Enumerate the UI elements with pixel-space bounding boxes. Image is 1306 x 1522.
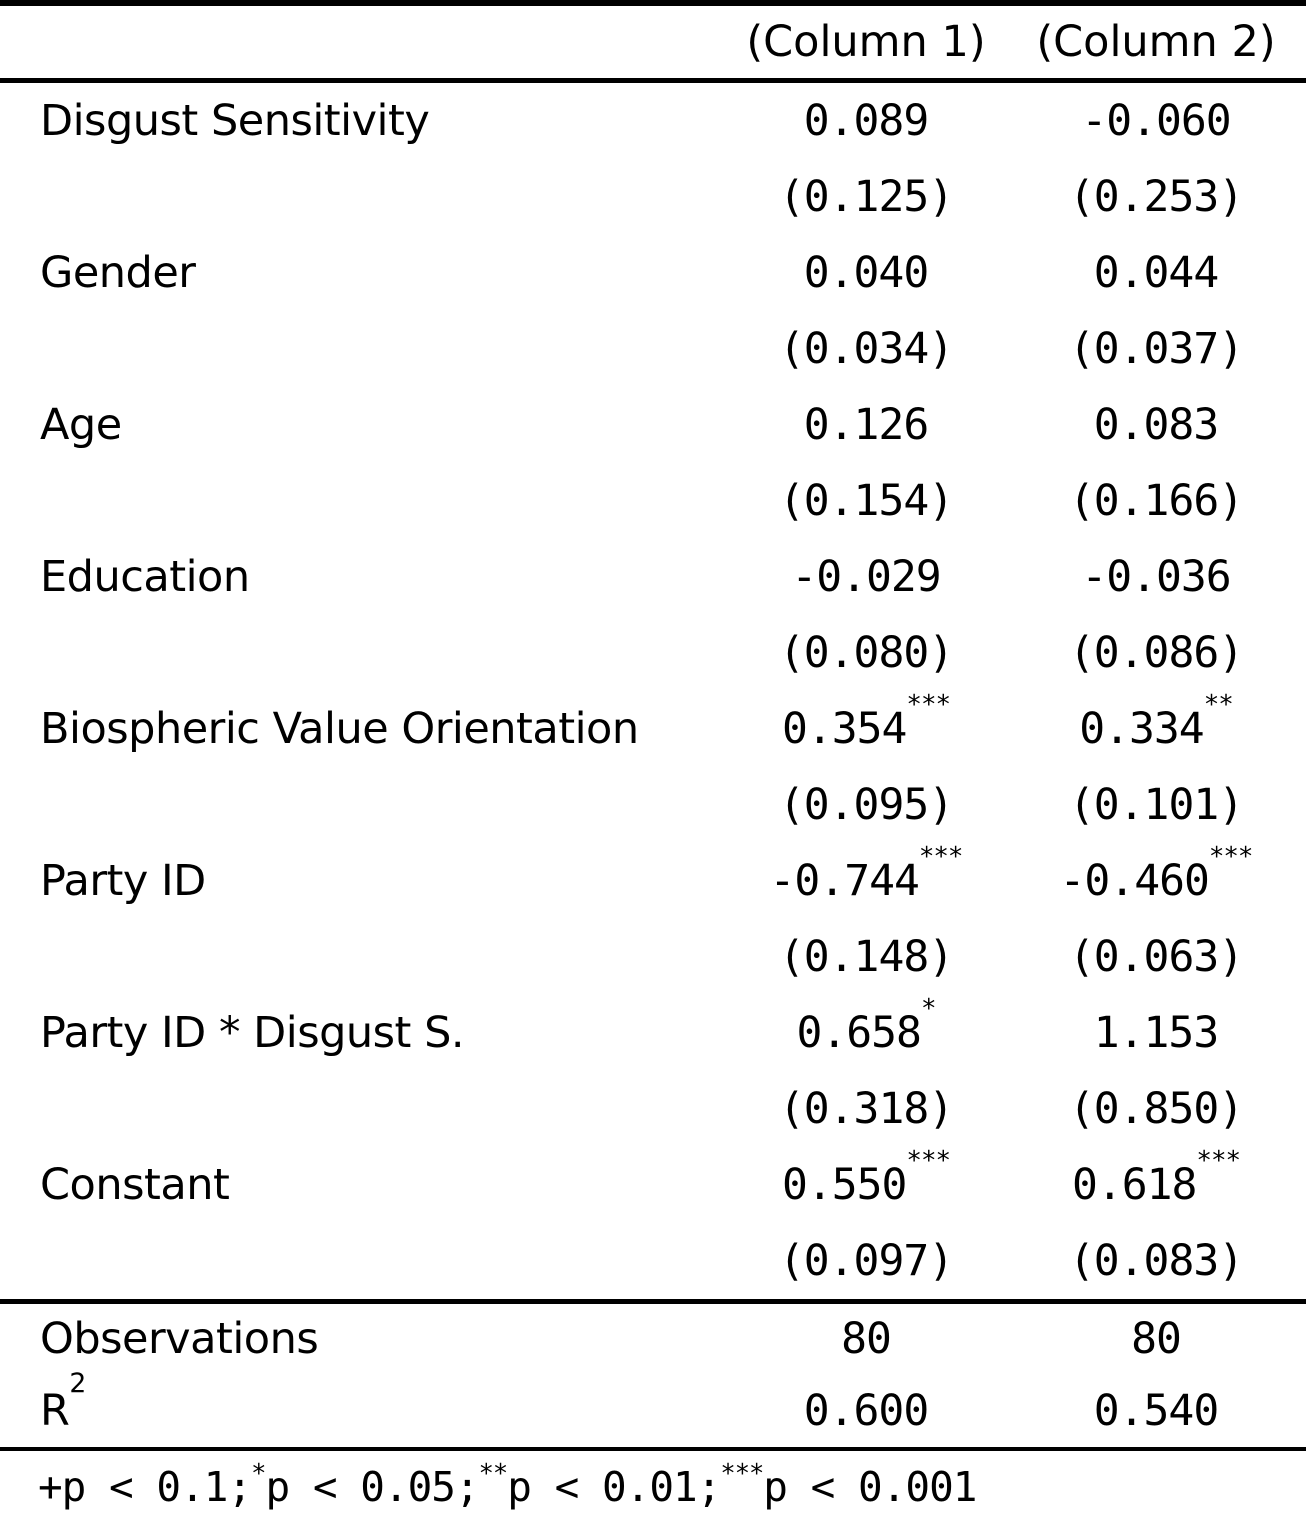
row-label: Disgust Sensitivity — [40, 96, 430, 146]
se-row-gender: (0.034) (0.037) — [0, 311, 1306, 387]
summary-rule — [0, 1299, 1306, 1304]
estimate-col1: 0.089 — [803, 96, 929, 146]
se-col2: (0.086) — [1068, 628, 1244, 678]
bottom-rule — [0, 1447, 1306, 1451]
column-2-header: (Column 2) — [1036, 17, 1276, 67]
estimate-col2: 0.334** — [1079, 690, 1234, 754]
row-label: Age — [40, 400, 122, 450]
se-row-party-id-x-disgust-s: (0.318) (0.850) — [0, 1071, 1306, 1147]
se-col2: (0.063) — [1068, 932, 1244, 982]
observations-col2: 80 — [1131, 1314, 1182, 1364]
stars-col1: *** — [918, 842, 964, 873]
observations-row: Observations 80 80 — [0, 1304, 1306, 1374]
se-row-age: (0.154) (0.166) — [0, 463, 1306, 539]
estimate-col1: 0.658* — [796, 994, 937, 1058]
stars-col1: * — [920, 994, 937, 1025]
stars-col2: ** — [1203, 690, 1234, 721]
se-col2: (0.083) — [1068, 1236, 1244, 1286]
note-segment: +p < 0.1; — [38, 1462, 252, 1511]
significance-note: +p < 0.1; * p < 0.05; ** p < 0.01; *** p… — [0, 1451, 1306, 1522]
r-squared-col1: 0.600 — [803, 1385, 929, 1436]
estimate-col1: -0.744*** — [769, 842, 964, 906]
estimate-col2: -0.460*** — [1059, 842, 1254, 906]
column-1-header: (Column 1) — [746, 17, 986, 67]
coef-row-biospheric-value-orientation: Biospheric Value Orientation 0.354*** 0.… — [0, 690, 1306, 767]
coef-row-party-id-x-disgust-s: Party ID * Disgust S. 0.658* 1.153 — [0, 994, 1306, 1071]
stars-col2: *** — [1196, 1146, 1241, 1177]
estimate-col2: 0.618*** — [1071, 1146, 1241, 1210]
coef-row-constant: Constant 0.550*** 0.618*** — [0, 1146, 1306, 1223]
observations-col1: 80 — [841, 1314, 892, 1364]
coef-row-disgust-sensitivity: Disgust Sensitivity 0.089 -0.060 — [0, 83, 1306, 159]
stars-col1: *** — [906, 690, 951, 721]
se-row-disgust-sensitivity: (0.125) (0.253) — [0, 159, 1306, 235]
row-label: Observations — [40, 1314, 319, 1364]
three-stars: *** — [720, 1457, 764, 1488]
se-row-party-id: (0.148) (0.063) — [0, 919, 1306, 995]
estimate-col2: -0.060 — [1081, 96, 1231, 146]
se-row-biospheric-value-orientation: (0.095) (0.101) — [0, 767, 1306, 843]
se-col1: (0.080) — [778, 628, 954, 678]
row-label: Party ID — [40, 856, 206, 906]
se-col1: (0.097) — [778, 1236, 954, 1286]
note-segment: p < 0.001 — [763, 1462, 977, 1511]
se-col2: (0.166) — [1068, 476, 1244, 526]
estimate-col1: 0.354*** — [781, 690, 951, 754]
estimate-col1: 0.126 — [803, 400, 929, 450]
coef-row-age: Age 0.126 0.083 — [0, 387, 1306, 463]
row-label: Party ID * Disgust S. — [40, 1008, 465, 1058]
row-label: R2 — [40, 1368, 86, 1436]
stars-col1: *** — [906, 1146, 951, 1177]
estimate-col2: 1.153 — [1093, 1008, 1219, 1058]
se-col1: (0.034) — [778, 324, 954, 374]
r-squared-row: R2 0.600 0.540 — [0, 1368, 1306, 1447]
r-squared-exponent: 2 — [69, 1368, 86, 1399]
coef-row-party-id: Party ID -0.744*** -0.460*** — [0, 842, 1306, 919]
one-star: * — [251, 1457, 266, 1488]
top-rule — [0, 0, 1306, 6]
r-squared-col2: 0.540 — [1093, 1385, 1219, 1436]
se-row-constant: (0.097) (0.083) — [0, 1223, 1306, 1299]
se-col1: (0.318) — [778, 1084, 954, 1134]
se-col2: (0.850) — [1068, 1084, 1244, 1134]
estimate-col1: 0.550*** — [781, 1146, 951, 1210]
se-col1: (0.095) — [778, 780, 954, 830]
coef-row-gender: Gender 0.040 0.044 — [0, 235, 1306, 311]
coef-row-education: Education -0.029 -0.036 — [0, 539, 1306, 615]
estimate-col2: 0.083 — [1093, 400, 1219, 450]
se-row-education: (0.080) (0.086) — [0, 615, 1306, 691]
stars-col2: *** — [1208, 842, 1254, 873]
se-col1: (0.148) — [778, 932, 954, 982]
estimate-col1: 0.040 — [803, 248, 929, 298]
se-col2: (0.253) — [1068, 172, 1244, 222]
estimate-col2: 0.044 — [1093, 248, 1219, 298]
row-label: Biospheric Value Orientation — [40, 704, 639, 754]
header-rule — [0, 78, 1306, 83]
row-label: Education — [40, 552, 250, 602]
header-row: (Column 1) (Column 2) — [0, 6, 1306, 78]
row-label: Gender — [40, 248, 196, 298]
estimate-col1: -0.029 — [791, 552, 941, 602]
se-col1: (0.125) — [778, 172, 954, 222]
se-col2: (0.101) — [1068, 780, 1244, 830]
note-segment: p < 0.01; — [507, 1462, 721, 1511]
note-segment: p < 0.05; — [265, 1462, 479, 1511]
two-stars: ** — [478, 1457, 509, 1488]
row-label: Constant — [40, 1160, 230, 1210]
se-col1: (0.154) — [778, 476, 954, 526]
se-col2: (0.037) — [1068, 324, 1244, 374]
estimate-col2: -0.036 — [1081, 552, 1231, 602]
